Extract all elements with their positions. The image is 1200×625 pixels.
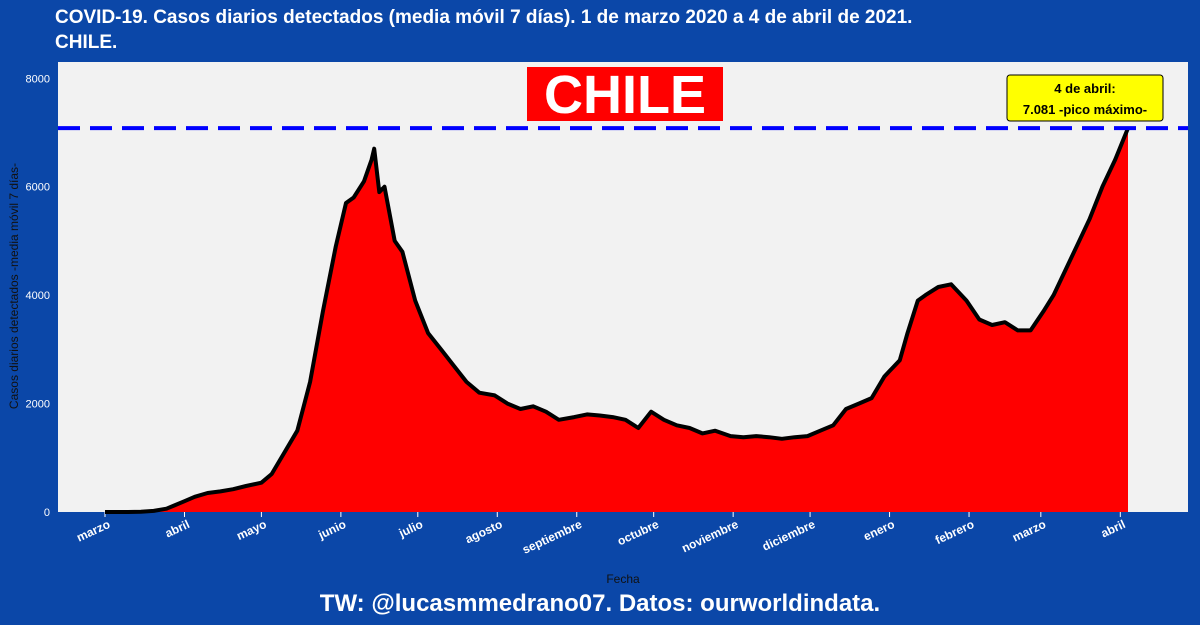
x-tick-label: octubre <box>615 517 661 548</box>
x-tick-label: septiembre <box>520 517 584 557</box>
series-line <box>105 127 1130 514</box>
x-axis-title: Fecha <box>606 572 640 586</box>
y-axis: 0 2000 4000 6000 8000 <box>26 73 50 519</box>
y-tick-label: 6000 <box>26 182 50 194</box>
x-tick-label: agosto <box>463 517 505 546</box>
chart-title-line2: CHILE. <box>55 32 118 53</box>
y-tick-label: 2000 <box>26 399 50 411</box>
peak-annotation: 4 de abril: 7.081 -pico máximo- <box>1006 74 1164 122</box>
x-tick-label: julio <box>396 517 425 541</box>
country-label-text: CHILE <box>544 65 706 125</box>
footer-credit: TW: @lucasmmedrano07. Datos: ourworldind… <box>319 590 881 617</box>
y-axis-title: Casos diarios detectados -media móvil 7 … <box>7 163 21 409</box>
x-tick-label: abril <box>163 517 192 540</box>
x-tick-label: febrero <box>933 517 976 547</box>
y-tick-label: 0 <box>44 507 50 519</box>
annotation-line2: 7.081 -pico máximo- <box>1023 102 1147 117</box>
series-area <box>105 128 1128 512</box>
x-tick-label: mayo <box>234 517 268 543</box>
y-tick-label: 4000 <box>26 290 50 302</box>
x-tick-label: marzo <box>1010 517 1048 545</box>
country-label: CHILE <box>527 65 723 125</box>
chart-title: COVID-19. Casos diarios detectados (medi… <box>55 5 912 55</box>
x-tick-label: junio <box>315 517 348 542</box>
x-axis: marzo abril mayo junio julio agosto septiembre… <box>74 512 1128 557</box>
x-tick-label: enero <box>861 517 897 544</box>
x-tick-label: noviembre <box>680 517 741 555</box>
x-tick-label: marzo <box>74 517 112 545</box>
x-tick-label: diciembre <box>760 517 818 554</box>
annotation-line1: 4 de abril: <box>1054 81 1115 96</box>
y-tick-label: 8000 <box>26 73 50 85</box>
chart-title-line1: COVID-19. Casos diarios detectados (medi… <box>55 7 913 28</box>
x-tick-label: abril <box>1099 517 1128 540</box>
